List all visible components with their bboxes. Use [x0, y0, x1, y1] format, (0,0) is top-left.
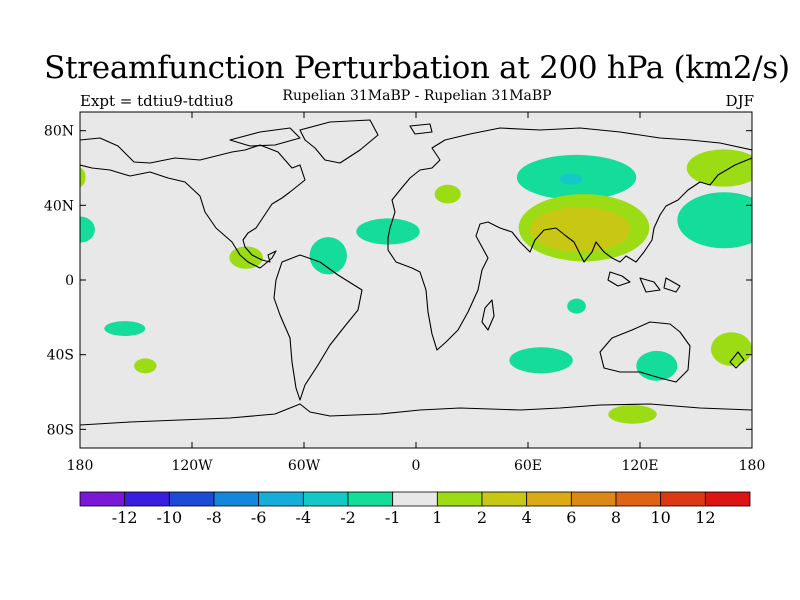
- lat-tick-label: 0: [65, 273, 74, 289]
- anomaly-region-south-indian-negative: [509, 347, 573, 374]
- colorbar-label: 6: [566, 508, 576, 527]
- colorbar-box: [392, 491, 438, 507]
- colorbar-label: 12: [695, 508, 715, 527]
- colorbar-box: [481, 491, 528, 507]
- coastline-greenland: [299, 119, 379, 164]
- colorbar-label: -12: [112, 508, 138, 527]
- lat-tick-label: 80S: [47, 422, 74, 438]
- colorbar-box: [258, 491, 304, 507]
- anomaly-region-north-asia-negative-core: [559, 173, 583, 185]
- colorbar: -12 -10 -8 -6 -4 -2 -1 1 2 4 6 8 10 12: [79, 491, 751, 527]
- colorbar-box: [436, 491, 483, 507]
- colorbar-box: [124, 491, 170, 507]
- plot-title: Streamfunction Perturbation at 200 hPa (…: [44, 50, 790, 86]
- anomaly-region-south-pacific-negative: [104, 321, 146, 336]
- lon-tick-label: 120E: [622, 458, 659, 474]
- coastline-sea-islands: [607, 271, 681, 293]
- anomaly-region-indian-ocean-small-negative: [567, 298, 586, 314]
- coastline-antarctica: [80, 403, 752, 426]
- colorbar-label: -4: [296, 508, 312, 527]
- colorbar-box: [213, 491, 260, 507]
- coastline-north-america: [80, 137, 306, 269]
- anomaly-region-north-pacific-negative: [677, 192, 752, 249]
- colorbar-box: [704, 491, 751, 507]
- lat-tick-label: 80N: [44, 124, 74, 140]
- plot-subtitle: Rupelian 31MaBP - Rupelian 31MaBP: [282, 88, 552, 104]
- anomaly-region-atlantic-negative-east: [356, 218, 420, 245]
- anomaly-region-australia-negative: [636, 350, 678, 381]
- map-background: [80, 112, 752, 448]
- anomaly-region-alaska-positive-edge: [80, 168, 86, 187]
- coastlines: [80, 119, 752, 426]
- lat-tick-label: 40N: [44, 198, 74, 214]
- colorbar-label: -10: [156, 508, 182, 527]
- anomaly-region-europe-positive: [434, 184, 461, 204]
- lon-tick-label: 60E: [514, 458, 542, 474]
- coastline-australia: [599, 321, 691, 383]
- colorbar-label: -6: [251, 508, 267, 527]
- colorbar-box: [302, 491, 349, 507]
- lon-tick-label: 180: [67, 458, 94, 474]
- colorbar-label: -8: [206, 508, 222, 527]
- colorbar-label: -2: [340, 508, 356, 527]
- anomaly-region-northeast-asia-positive: [686, 149, 752, 187]
- anomaly-region-atlantic-negative-west: [309, 237, 347, 275]
- colorbar-box: [526, 491, 572, 507]
- lon-tick-label: 0: [412, 458, 421, 474]
- colorbar-box: [168, 491, 215, 507]
- map-axes: 80N 40N 0 40S 80S 180 120W 60W 0 60E 120E 180: [44, 112, 765, 474]
- lon-tick-label: 120W: [171, 458, 213, 474]
- colorbar-label: 8: [611, 508, 621, 527]
- coastline-south-america: [273, 254, 363, 401]
- experiment-label: Expt = tdtiu9-tdtiu8: [80, 92, 234, 110]
- colorbar-label: 10: [650, 508, 670, 527]
- anomaly-region-east-pacific-negative: [80, 216, 95, 243]
- anomaly-region-tibet-positive-core: [529, 207, 631, 253]
- coastline-arctic-islands: [229, 123, 433, 147]
- season-label: DJF: [725, 92, 754, 110]
- coastline-new-zealand: [729, 351, 745, 369]
- colorbar-box: [660, 491, 706, 507]
- colorbar-label: -1: [385, 508, 401, 527]
- colorbar-box: [79, 491, 126, 507]
- anomaly-region-south-pacific-positive: [134, 358, 157, 374]
- lon-tick-label: 180: [739, 458, 766, 474]
- coastline-madagascar: [481, 299, 495, 331]
- lat-tick-label: 40S: [47, 348, 74, 364]
- colorbar-label: 1: [432, 508, 442, 527]
- coastline-eurasia-africa: [387, 127, 752, 351]
- lon-tick-label: 60W: [288, 458, 321, 474]
- colorbar-box: [570, 491, 617, 507]
- anomaly-region-antarctic-positive: [608, 405, 657, 424]
- colorbar-label: 2: [477, 508, 487, 527]
- colorbar-label: 4: [522, 508, 532, 527]
- colorbar-box: [615, 491, 662, 507]
- colorbar-box: [347, 491, 394, 507]
